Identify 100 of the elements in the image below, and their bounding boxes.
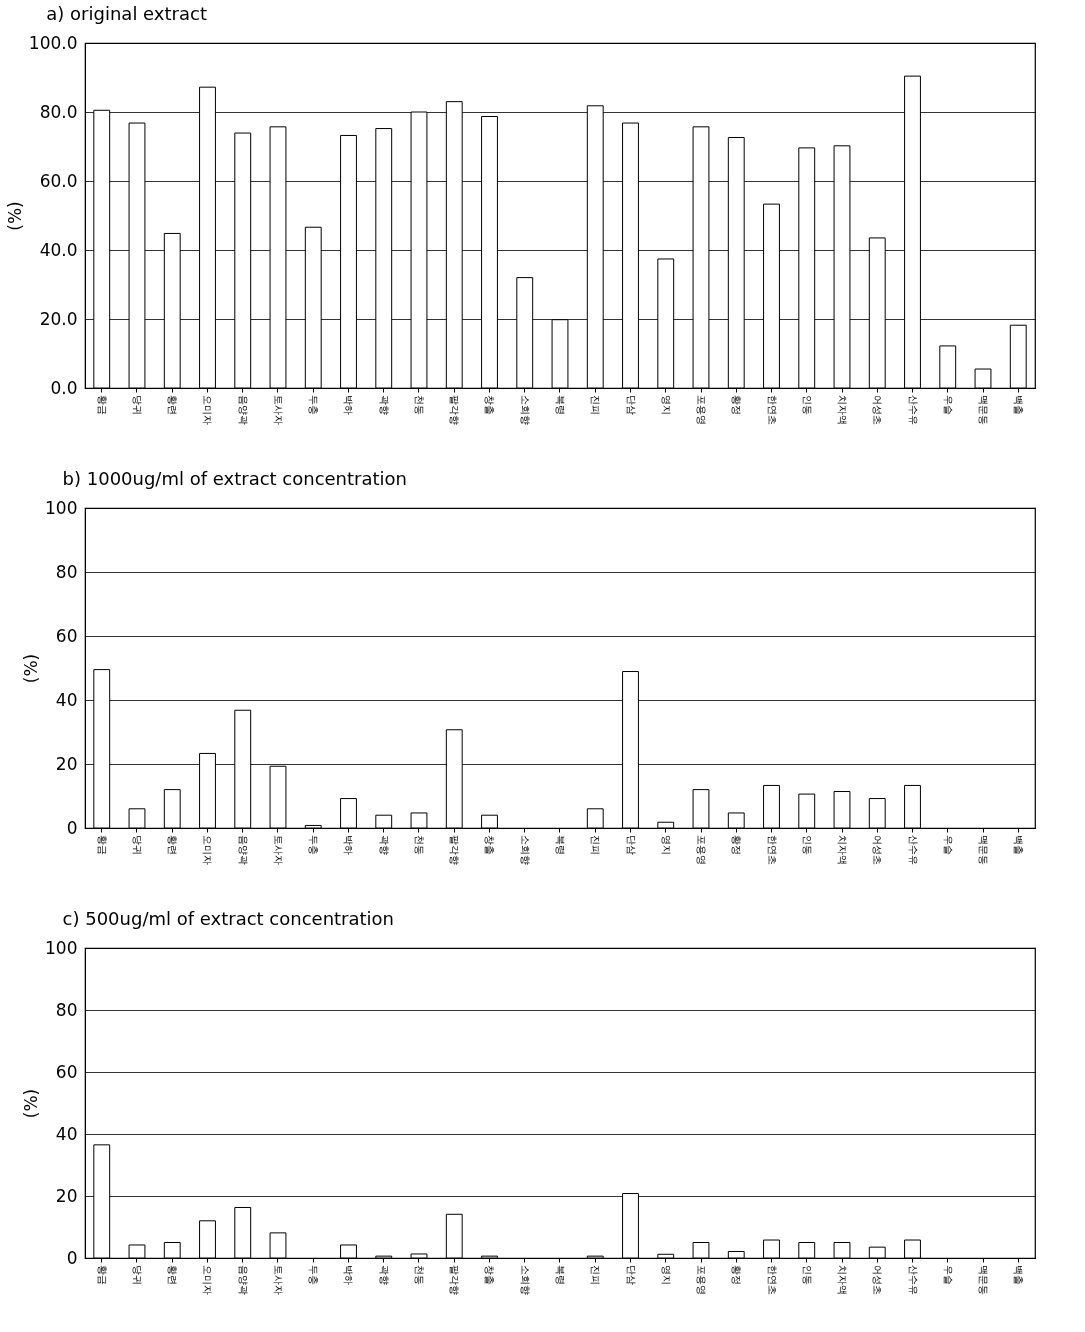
x-tick-label: 당귀 (131, 1264, 143, 1285)
x-tick-label: 음양곽 (237, 1264, 249, 1295)
x-tick-label: 팔각향 (449, 834, 461, 865)
x-tick-label: 복령 (555, 394, 566, 415)
y-tick-label: 80 (55, 999, 78, 1020)
x-tick-label: 한연초 (766, 1264, 778, 1295)
x-tick-label: 황련 (167, 834, 179, 855)
bar (657, 1253, 675, 1259)
x-tick-label: 인동 (801, 834, 813, 855)
x-tick-label: 우슬 (942, 834, 954, 855)
y-tick-label: 0 (66, 817, 78, 838)
bar (939, 345, 957, 389)
bar (1009, 324, 1027, 389)
x-tick-label: 산수유 (907, 1264, 919, 1295)
x-tick-label: 음양곽 (237, 394, 249, 425)
x-tick-label: 맥문동 (978, 394, 990, 425)
x-tick-label: 두충 (308, 834, 320, 855)
x-tick-label: 팔각향 (449, 1264, 461, 1295)
x-tick-label: 곽향 (378, 1264, 390, 1285)
x-tick-label: 우슬 (942, 1264, 954, 1285)
bar (445, 1213, 463, 1259)
bar (128, 808, 146, 829)
x-tick-label: 토사자 (273, 834, 284, 865)
x-tick-label: 천동 (414, 834, 425, 855)
bar (868, 798, 886, 829)
y-tick-label: 60.0 (39, 170, 78, 191)
x-tick-label: 황련 (167, 1264, 179, 1285)
x-tick-label: 치자액 (837, 1264, 848, 1295)
bar (727, 1250, 745, 1259)
x-tick-label: 오미자 (202, 834, 214, 865)
bar (163, 1242, 181, 1259)
x-tick-label: 한연초 (766, 834, 778, 865)
y-tick-label: 80 (55, 561, 78, 582)
bar (410, 1253, 428, 1259)
chart-title: c) 500ug/ml of extract concentration (62, 908, 395, 929)
x-tick-label: 치자액 (837, 834, 848, 865)
x-tick-label: 영지 (660, 1264, 672, 1285)
x-tick-label: 음양곽 (237, 834, 249, 865)
y-tick-label: 100 (45, 937, 78, 958)
y-tick-label: 20 (55, 753, 78, 774)
bar (868, 1246, 886, 1259)
y-tick-label: 0.0 (50, 377, 78, 398)
y-tick-label: 100.0 (28, 32, 78, 53)
bar (904, 1239, 921, 1259)
y-tick-label: 80.0 (39, 101, 78, 122)
x-tick-label: 인동 (801, 394, 813, 415)
y-axis-title: (%) (21, 1088, 42, 1119)
bar (763, 784, 780, 829)
x-tick-label: 두충 (308, 394, 320, 415)
x-tick-label: 곽향 (378, 394, 390, 415)
y-tick-label: 0 (66, 1247, 78, 1268)
x-tick-label: 인동 (801, 1264, 813, 1285)
x-tick-label: 영지 (660, 834, 672, 855)
x-tick-label: 창출 (484, 1264, 496, 1285)
bar (269, 1232, 287, 1259)
bar (375, 814, 393, 829)
y-tick-label: 100 (45, 497, 78, 518)
x-tick-label: 천동 (414, 1264, 425, 1285)
x-tick-label: 황금 (96, 394, 108, 415)
bar (833, 1242, 851, 1259)
x-tick-label: 토사자 (273, 1264, 284, 1295)
bar (833, 791, 851, 829)
bar (657, 821, 675, 829)
x-tick-label: 곽향 (378, 834, 390, 855)
y-tick-label: 40 (55, 689, 78, 710)
x-tick-label: 오미자 (202, 1264, 214, 1295)
x-tick-label: 백출 (1013, 1264, 1025, 1285)
y-axis-title: (%) (21, 653, 42, 684)
bar (199, 1220, 216, 1259)
x-tick-label: 황정 (731, 1264, 743, 1285)
bar (763, 1239, 780, 1259)
x-tick-label: 소회향 (519, 834, 531, 865)
bar (727, 812, 745, 829)
bar (410, 812, 428, 829)
bar (128, 1244, 146, 1259)
y-tick-label: 60 (55, 625, 78, 646)
x-tick-label: 포용영 (696, 834, 707, 865)
x-tick-label: 황정 (731, 834, 743, 855)
bar (340, 1244, 357, 1259)
x-tick-label: 백출 (1013, 834, 1025, 855)
chart-title: a) original extract (46, 3, 207, 24)
x-tick-label: 박하 (343, 834, 355, 855)
y-tick-label: 60 (55, 1061, 78, 1082)
x-tick-label: 황금 (96, 1264, 108, 1285)
x-tick-label: 황정 (731, 394, 743, 415)
bar (798, 793, 816, 829)
bar (304, 824, 322, 829)
x-tick-label: 어성초 (872, 394, 884, 425)
x-tick-label: 두충 (308, 1264, 320, 1285)
bar (234, 1206, 252, 1259)
bar (798, 1242, 816, 1259)
x-tick-label: 어성초 (872, 834, 884, 865)
x-tick-label: 어성초 (872, 1264, 884, 1295)
y-tick-label: 20.0 (39, 308, 78, 329)
x-tick-label: 오미자 (202, 394, 214, 425)
x-tick-label: 토사자 (273, 394, 284, 425)
y-axis-title: (%) (4, 201, 25, 231)
chart-title: b) 1000ug/ml of extract concentration (62, 468, 408, 489)
x-tick-label: 산수유 (907, 394, 919, 425)
y-tick-label: 40.0 (39, 239, 78, 260)
